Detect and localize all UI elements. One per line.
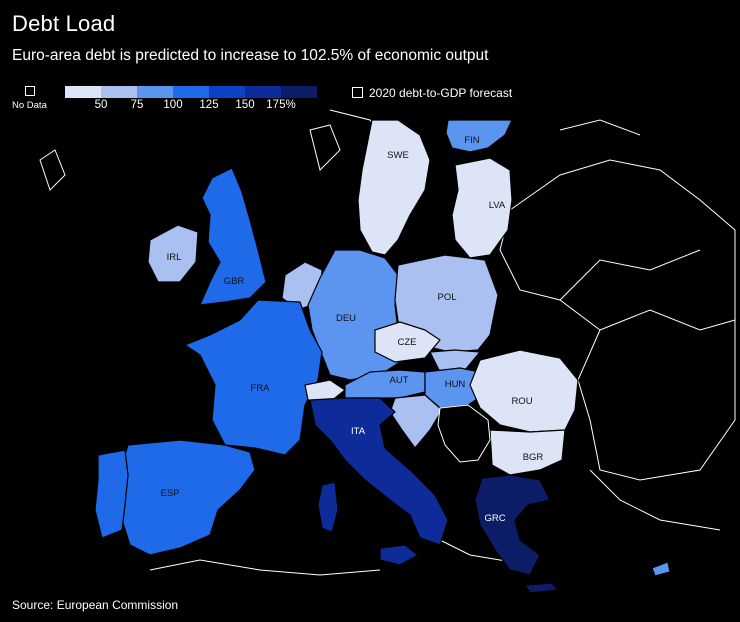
- scale-tick: 50: [94, 99, 108, 111]
- region-LVA: [451, 157, 513, 259]
- region-SVK: [429, 349, 481, 373]
- label-AUT: AUT: [390, 375, 409, 386]
- region-SWE: [357, 119, 431, 256]
- label-DEU: DEU: [336, 313, 356, 324]
- region-FRA: [184, 299, 323, 456]
- forecast-legend-label: 2020 debt-to-GDP forecast: [369, 86, 513, 100]
- label-FRA: FRA: [251, 383, 271, 394]
- turkey-outline: [589, 469, 721, 531]
- scale-swatch: [245, 86, 281, 98]
- label-GRC: GRC: [484, 513, 505, 524]
- label-ITA: ITA: [351, 426, 366, 437]
- region-SAR: [317, 481, 339, 533]
- chart-subtitle: Euro-area debt is predicted to increase …: [12, 47, 489, 64]
- region-CYP: [651, 561, 671, 577]
- label-ESP: ESP: [160, 488, 179, 499]
- forecast-swatch: [352, 87, 363, 98]
- chart-title: Debt Load: [12, 11, 116, 36]
- scale-tick: 150: [235, 99, 255, 111]
- no-data-label: No Data: [12, 100, 47, 111]
- source-note: Source: European Commission: [12, 598, 179, 612]
- scale-tick: 75: [130, 99, 144, 111]
- scale-swatch: [101, 86, 137, 98]
- border-line: [599, 309, 736, 331]
- scale-swatch: [65, 86, 101, 98]
- region-GBR: [199, 167, 267, 306]
- color-scale: [65, 86, 317, 98]
- label-BGR: BGR: [523, 452, 544, 463]
- border-line: [559, 249, 701, 301]
- region-PRT: [94, 449, 129, 539]
- label-ROU: ROU: [511, 396, 532, 407]
- label-IRL: IRL: [167, 252, 182, 263]
- label-LVA: LVA: [489, 200, 506, 211]
- scale-swatch: [281, 86, 317, 98]
- region-SIC: [379, 544, 419, 566]
- region-FIN: [445, 119, 513, 153]
- label-HUN: HUN: [445, 379, 466, 390]
- scale-swatch: [173, 86, 209, 98]
- balkans-outline: [437, 404, 491, 463]
- region-GRC: [474, 474, 551, 576]
- label-FIN: FIN: [464, 135, 479, 146]
- region-CRETE: [524, 582, 559, 594]
- region-ITA: [309, 397, 449, 546]
- no-data-swatch: [25, 86, 35, 96]
- region-BGR: [489, 429, 566, 476]
- label-GBR: GBR: [224, 276, 245, 287]
- label-CZE: CZE: [398, 337, 417, 348]
- north-africa-outline: [149, 559, 381, 576]
- no-data-countries: [437, 404, 491, 463]
- border-line: [559, 119, 641, 136]
- label-POL: POL: [437, 292, 456, 303]
- region-IRL: [147, 224, 199, 283]
- eastern-border-outline: [499, 159, 736, 481]
- island-outline: [39, 149, 66, 191]
- scale-swatch: [137, 86, 173, 98]
- scale-tick: 100: [163, 99, 183, 111]
- scale-tick: 175%: [266, 99, 296, 111]
- label-SWE: SWE: [387, 150, 409, 161]
- region-SVN-HRV: [389, 394, 443, 449]
- region-CZE: [374, 321, 441, 363]
- region-labels: SWE FIN LVA IRL GBR DEU POL CZE FRA AUT …: [160, 135, 543, 524]
- norway-outline: [309, 124, 341, 171]
- scale-tick: 125: [199, 99, 219, 111]
- scale-swatch: [209, 86, 245, 98]
- region-ESP: [119, 439, 256, 556]
- region-CHE: [304, 379, 346, 403]
